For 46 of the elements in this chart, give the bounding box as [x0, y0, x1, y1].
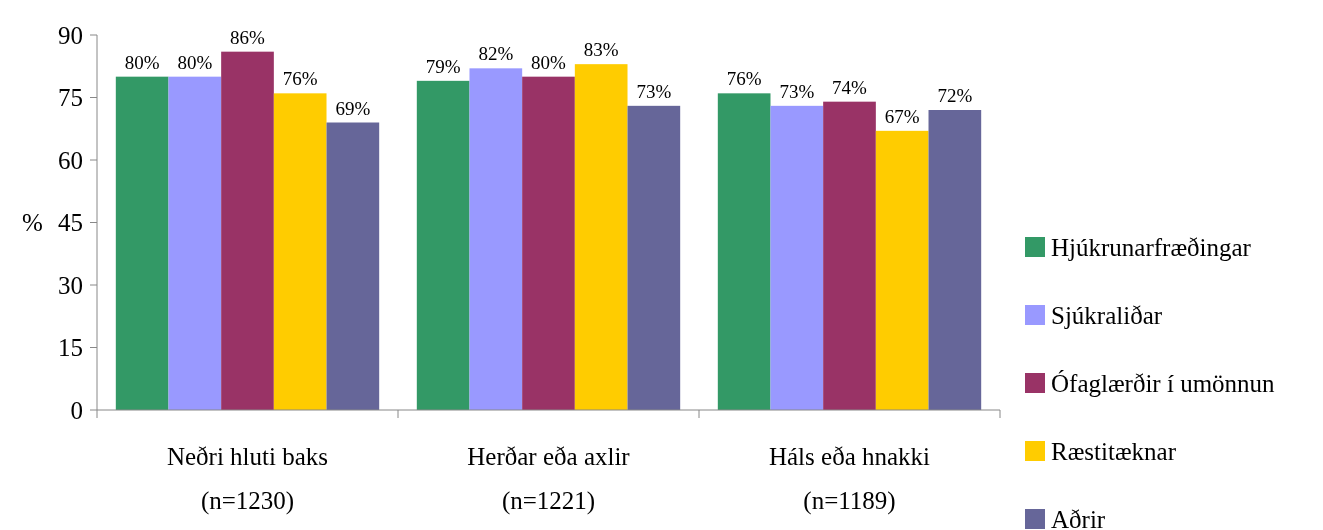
data-label: 80%: [124, 51, 160, 73]
y-tick-label: 45: [58, 209, 83, 237]
data-label: 83%: [583, 39, 619, 61]
bar: [875, 130, 929, 410]
y-tick-label: 0: [70, 396, 83, 424]
y-tick-label: 75: [58, 84, 83, 112]
bar: [469, 68, 523, 410]
bar: [928, 110, 982, 410]
bar: [770, 105, 824, 410]
data-label: 82%: [478, 43, 514, 65]
data-label: 67%: [884, 105, 920, 127]
legend-label: Sjúkraliðar: [1051, 301, 1163, 329]
legend-label: Aðrir: [1051, 505, 1106, 530]
y-tick-label: 30: [58, 271, 83, 299]
data-label: 73%: [636, 80, 672, 102]
bar: [522, 76, 575, 410]
bar: [273, 93, 327, 410]
data-label: 80%: [177, 51, 213, 73]
x-tick-label: Háls eða hnakki (n=1189): [768, 443, 931, 515]
data-label: 76%: [726, 68, 762, 90]
bar: [221, 51, 274, 410]
y-tick-label: 60: [58, 146, 83, 174]
x-tick-label: Herðar eða axlir (n=1221): [467, 443, 631, 515]
data-label: 76%: [282, 68, 318, 90]
data-label: 86%: [230, 26, 266, 48]
data-label: 80%: [531, 51, 567, 73]
legend-label: Hjúkrunarfræðingar: [1051, 233, 1252, 261]
bar: [326, 122, 380, 410]
data-label: 72%: [937, 85, 973, 106]
bar: [823, 101, 876, 410]
data-label: 79%: [425, 55, 461, 77]
bar: [627, 105, 681, 410]
bar: [168, 76, 222, 410]
legend-label: Ræstitæknar: [1051, 437, 1177, 465]
bar: [717, 93, 771, 410]
data-label: 74%: [832, 76, 868, 98]
y-tick-label: 15: [58, 334, 83, 362]
legend-label: Ófaglærðir í umönnun: [1051, 369, 1276, 397]
bar: [416, 80, 470, 410]
x-tick-label: Neðri hluti baks (n=1230): [166, 443, 329, 515]
bar: [115, 76, 169, 410]
bar: [574, 64, 628, 410]
data-label: 69%: [335, 97, 371, 119]
y-axis-title: %: [22, 209, 43, 237]
y-tick-label: 90: [58, 21, 83, 49]
data-label: 73%: [779, 80, 815, 102]
